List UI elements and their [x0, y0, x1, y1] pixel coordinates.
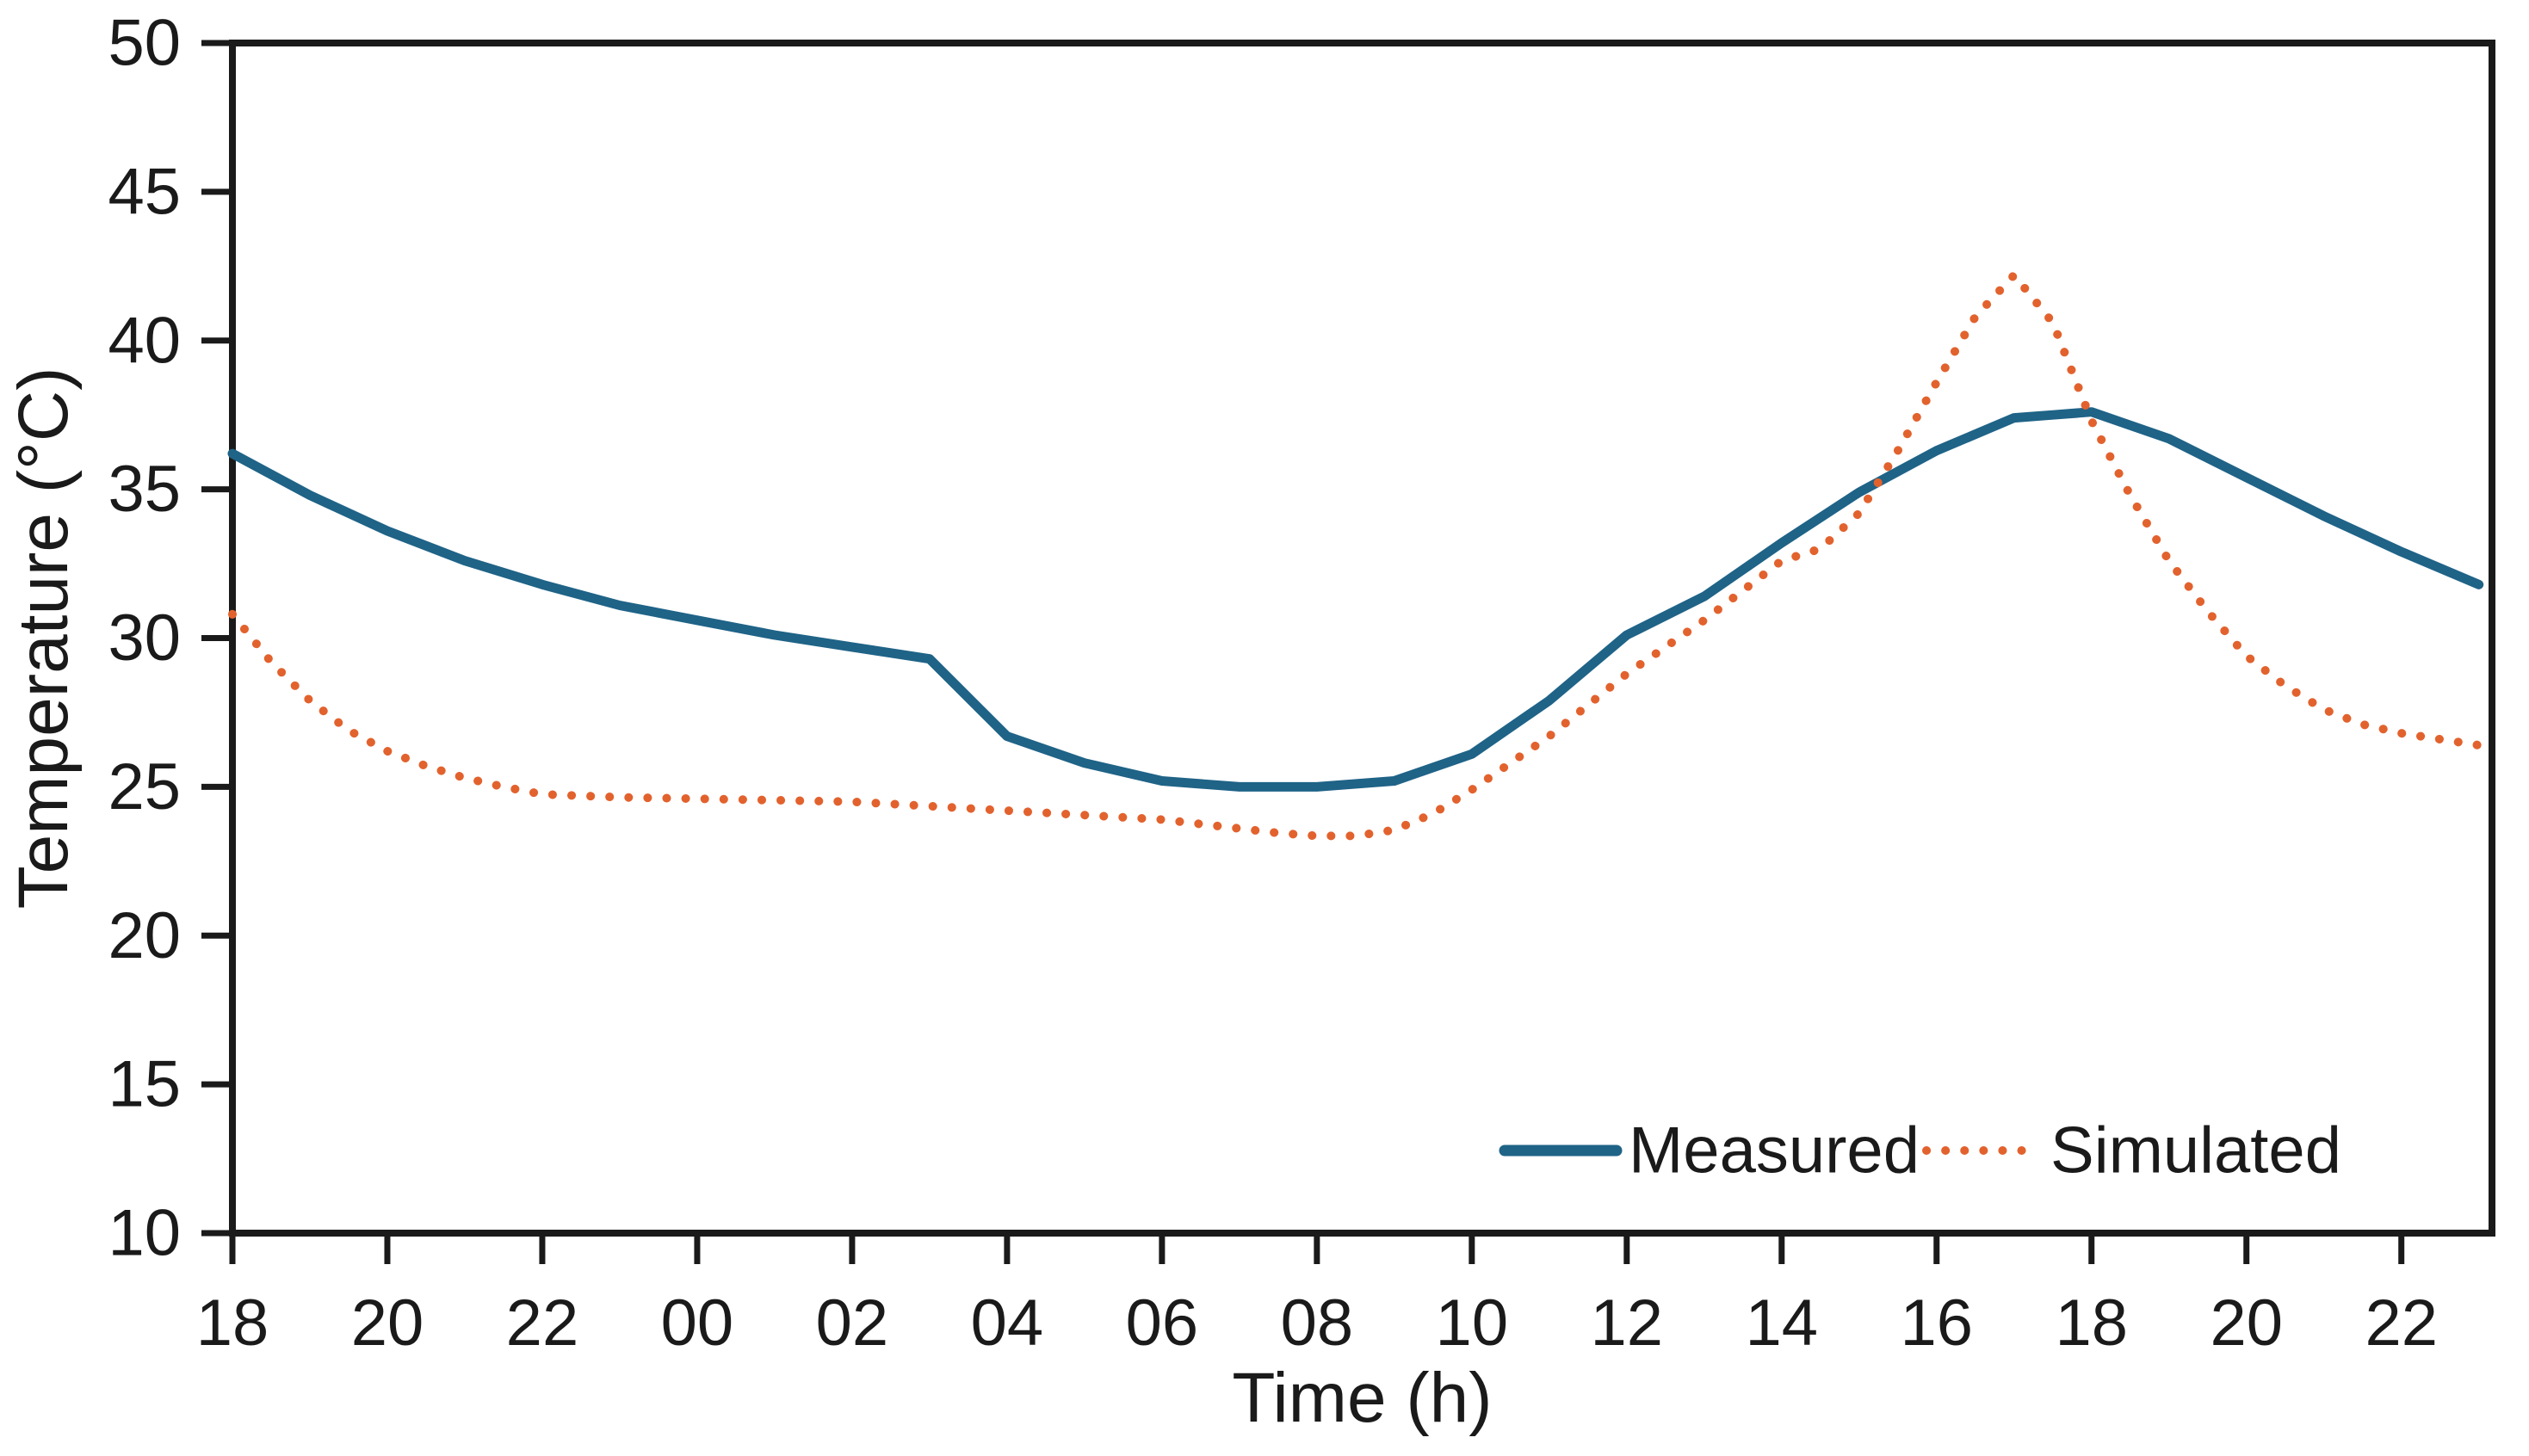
x-axis-title: Time (h)	[1232, 1359, 1492, 1437]
x-tick-label: 22	[2365, 1286, 2438, 1360]
x-tick-label: 12	[1591, 1286, 1664, 1360]
y-tick-label: 30	[108, 602, 181, 675]
simulated-line	[228, 270, 2483, 841]
x-tick-label: 10	[1436, 1286, 1509, 1360]
y-tick-label: 10	[108, 1197, 181, 1270]
y-tick-label: 20	[108, 899, 181, 972]
x-tick-label: 18	[196, 1286, 269, 1360]
x-tick-label: 16	[1901, 1286, 1974, 1360]
x-tick-label: 02	[816, 1286, 889, 1360]
x-tick-label: 18	[2055, 1286, 2128, 1360]
x-tick-label: 08	[1281, 1286, 1354, 1360]
x-tick-label: 04	[971, 1286, 1044, 1360]
legend-simulated-label: Simulated	[2050, 1114, 2341, 1188]
x-tick-label: 00	[661, 1286, 734, 1360]
y-tick-label: 45	[108, 155, 181, 228]
y-tick-label: 35	[108, 453, 181, 526]
y-tick-label: 15	[108, 1048, 181, 1121]
legend-measured-label: Measured	[1629, 1114, 1920, 1188]
x-tick-label: 06	[1126, 1286, 1199, 1360]
x-tick-label: 20	[2210, 1286, 2283, 1360]
y-tick-label: 25	[108, 750, 181, 824]
x-tick-label: 14	[1746, 1286, 1819, 1360]
x-tick-label: 22	[506, 1286, 579, 1360]
y-tick-label: 40	[108, 304, 181, 377]
y-tick-label: 50	[108, 7, 181, 80]
plot-frame	[229, 40, 2495, 1237]
x-tick-label: 20	[351, 1286, 424, 1360]
y-axis-title: Temperature (°C)	[4, 367, 83, 910]
measured-line	[227, 407, 2484, 792]
